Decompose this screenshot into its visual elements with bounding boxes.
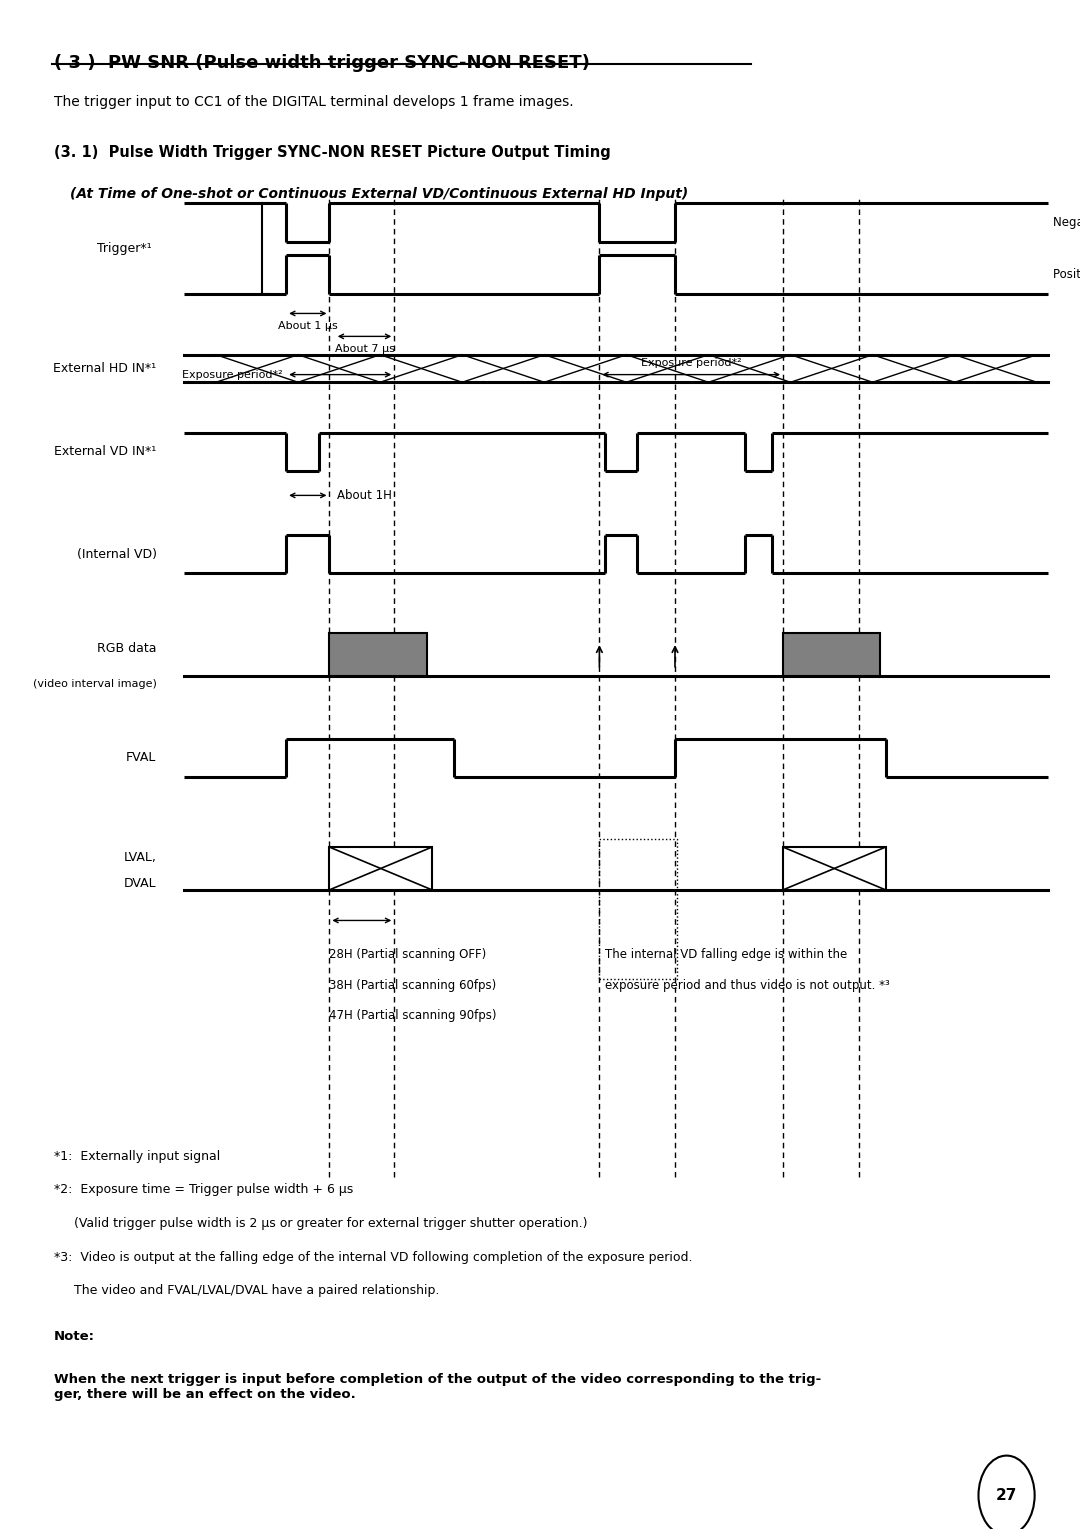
- Text: Trigger*¹: Trigger*¹: [96, 242, 151, 255]
- Text: exposure period and thus video is not output. *³: exposure period and thus video is not ou…: [605, 979, 890, 992]
- Text: Exposure period*²: Exposure period*²: [640, 358, 742, 368]
- Bar: [329, 847, 432, 890]
- Text: LVAL,: LVAL,: [124, 852, 157, 864]
- Text: (At Time of One-shot or Continuous External VD/Continuous External HD Input): (At Time of One-shot or Continuous Exter…: [70, 187, 688, 200]
- Text: RGB data: RGB data: [97, 642, 157, 654]
- Text: External VD IN*¹: External VD IN*¹: [54, 445, 157, 459]
- Text: 38H (Partial scanning 60fps): 38H (Partial scanning 60fps): [329, 979, 497, 992]
- Text: About 7 μs: About 7 μs: [335, 344, 395, 355]
- Text: The internal VD falling edge is within the: The internal VD falling edge is within t…: [605, 948, 847, 962]
- Text: *2:  Exposure time = Trigger pulse width + 6 μs: *2: Exposure time = Trigger pulse width …: [54, 1183, 353, 1197]
- Bar: [329, 633, 427, 676]
- Text: DVAL: DVAL: [124, 878, 157, 890]
- Text: About 1 μs: About 1 μs: [278, 321, 338, 332]
- Text: Negative polarity mode: Negative polarity mode: [1053, 216, 1080, 229]
- Text: 27: 27: [996, 1488, 1017, 1503]
- Text: FVAL: FVAL: [126, 751, 157, 764]
- Bar: [783, 633, 880, 676]
- Text: Exposure period*²: Exposure period*²: [183, 370, 283, 379]
- Text: (Internal VD): (Internal VD): [77, 547, 157, 561]
- Text: (video interval image): (video interval image): [32, 679, 157, 690]
- Text: ( 3 )  PW SNR (Pulse width trigger SYNC-NON RESET): ( 3 ) PW SNR (Pulse width trigger SYNC-N…: [54, 54, 590, 72]
- Text: The video and FVAL/LVAL/DVAL have a paired relationship.: The video and FVAL/LVAL/DVAL have a pair…: [54, 1284, 440, 1298]
- Text: (Valid trigger pulse width is 2 μs or greater for external trigger shutter opera: (Valid trigger pulse width is 2 μs or gr…: [54, 1217, 588, 1231]
- Circle shape: [978, 1456, 1035, 1529]
- Bar: [599, 839, 677, 979]
- Text: (3. 1)  Pulse Width Trigger SYNC-NON RESET Picture Output Timing: (3. 1) Pulse Width Trigger SYNC-NON RESE…: [54, 145, 611, 161]
- Text: *1:  Externally input signal: *1: Externally input signal: [54, 1150, 220, 1164]
- Text: 47H (Partial scanning 90fps): 47H (Partial scanning 90fps): [329, 1009, 497, 1023]
- Text: External HD IN*¹: External HD IN*¹: [54, 362, 157, 375]
- Text: The trigger input to CC1 of the DIGITAL terminal develops 1 frame images.: The trigger input to CC1 of the DIGITAL …: [54, 95, 573, 109]
- Text: When the next trigger is input before completion of the output of the video corr: When the next trigger is input before co…: [54, 1373, 821, 1401]
- Text: About 1H: About 1H: [337, 489, 392, 502]
- Text: 28H (Partial scanning OFF): 28H (Partial scanning OFF): [329, 948, 487, 962]
- Text: Note:: Note:: [54, 1330, 95, 1344]
- Text: *3:  Video is output at the falling edge of the internal VD following completion: *3: Video is output at the falling edge …: [54, 1251, 692, 1264]
- Bar: [783, 847, 886, 890]
- Text: Positive polarity mode: Positive polarity mode: [1053, 268, 1080, 281]
